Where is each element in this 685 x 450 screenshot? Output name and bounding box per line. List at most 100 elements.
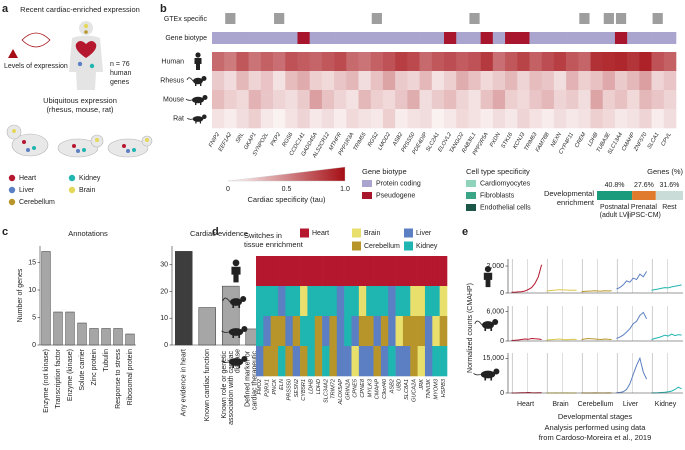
tile-cell bbox=[410, 256, 418, 287]
y-tick-label: 0 bbox=[32, 342, 36, 349]
y-tick-label: 15 bbox=[28, 259, 36, 266]
tile-cell bbox=[307, 346, 316, 377]
tile-cell bbox=[344, 316, 352, 347]
enrichment-category: Prenatal bbox=[631, 204, 658, 211]
animal-icon bbox=[222, 297, 231, 303]
heat-cell bbox=[663, 109, 677, 129]
enrichment-label: Developmental bbox=[544, 189, 594, 198]
heat-cell bbox=[224, 52, 237, 72]
tile-cell bbox=[417, 316, 426, 347]
biotype-cell bbox=[505, 32, 518, 44]
chart-title: Cardiac evidence bbox=[190, 229, 248, 238]
legend-label: Brain bbox=[79, 187, 95, 194]
x-tick-label: Transcription factor bbox=[55, 348, 62, 408]
animal-icon bbox=[232, 364, 235, 368]
heat-cell bbox=[578, 109, 591, 129]
legend-swatch bbox=[362, 192, 372, 199]
tile-cell bbox=[373, 346, 382, 377]
heat-cell bbox=[273, 109, 286, 129]
tile-cell bbox=[373, 256, 382, 287]
species-label: Rhesus bbox=[160, 77, 184, 84]
heat-cell bbox=[382, 90, 396, 110]
expression-line bbox=[616, 311, 648, 339]
tile-cell bbox=[322, 346, 330, 377]
legend-label: Kidney bbox=[416, 243, 438, 250]
tile-cell bbox=[278, 316, 286, 347]
tile-cell bbox=[351, 286, 360, 317]
heat-cell bbox=[505, 109, 518, 129]
heat-cell bbox=[492, 109, 506, 129]
tile-cell bbox=[285, 346, 294, 377]
tile-cell bbox=[366, 286, 374, 317]
gene-label: SESN2 bbox=[294, 378, 300, 397]
tile-cell bbox=[263, 256, 271, 287]
heat-cell bbox=[480, 71, 494, 91]
expression-line bbox=[511, 264, 543, 293]
gtex-cell bbox=[408, 13, 418, 24]
gene-label: GUCA2A bbox=[411, 379, 417, 402]
human-icon bbox=[194, 58, 202, 70]
animal-icon bbox=[195, 102, 197, 105]
heat-cell bbox=[431, 109, 445, 129]
gene-label: SRL bbox=[235, 132, 246, 144]
gtex-cell bbox=[628, 13, 638, 24]
x-tick-label: Response to stress bbox=[115, 349, 122, 409]
heat-cell bbox=[285, 52, 298, 72]
tile-cell bbox=[285, 256, 294, 287]
panel-label: a bbox=[2, 3, 9, 15]
tile-cell bbox=[402, 256, 411, 287]
gtex-cell bbox=[213, 13, 223, 24]
legend-label: Cerebellum bbox=[19, 199, 55, 206]
heat-cell bbox=[370, 90, 384, 110]
tile-cell bbox=[402, 316, 411, 347]
heat-cell bbox=[553, 109, 567, 129]
tile-cell bbox=[366, 346, 374, 377]
heat-cell bbox=[468, 109, 481, 129]
bar bbox=[198, 307, 216, 346]
tile-cell bbox=[256, 286, 264, 317]
heat-cell bbox=[260, 109, 274, 129]
enrichment-segment bbox=[655, 191, 683, 200]
gene-label: ALOX5AP bbox=[338, 379, 344, 406]
heat-cell bbox=[614, 71, 628, 91]
legend-label: Liver bbox=[416, 230, 432, 237]
human-icon bbox=[195, 52, 201, 58]
animal-icon bbox=[492, 319, 499, 325]
heat-cell bbox=[224, 71, 237, 91]
enrichment-category: Rest bbox=[662, 204, 676, 211]
tile-cell bbox=[329, 316, 338, 347]
y-tick-label: 0 bbox=[500, 390, 504, 397]
heat-cell bbox=[639, 52, 652, 72]
heat-cell bbox=[651, 109, 665, 129]
note: Analysis performed using data bbox=[545, 423, 647, 432]
biotype-cell bbox=[224, 32, 237, 44]
heat-cell bbox=[382, 109, 396, 129]
expression-line bbox=[511, 337, 542, 341]
heat-cell bbox=[651, 52, 665, 72]
tile-cell bbox=[329, 346, 338, 377]
heat-cell bbox=[297, 52, 310, 72]
expression-line bbox=[651, 333, 682, 340]
x-tick-label: Any evidence in heart bbox=[181, 349, 188, 416]
heat-cell bbox=[395, 71, 408, 91]
legend-swatch bbox=[68, 186, 76, 194]
y-tick-label: 10 bbox=[160, 315, 168, 322]
gtex-cell bbox=[603, 13, 614, 24]
tile-cell bbox=[417, 346, 426, 377]
tile-cell bbox=[439, 346, 448, 377]
heat-cell bbox=[639, 71, 652, 91]
legend-swatch bbox=[300, 228, 309, 238]
gtex-cell bbox=[360, 13, 370, 24]
bar bbox=[175, 251, 193, 346]
animal-tissue-dots bbox=[12, 129, 149, 153]
heat-cell bbox=[590, 52, 604, 72]
heat-cell bbox=[444, 71, 457, 91]
y-tick-label: 0 bbox=[164, 342, 168, 349]
heat-cell bbox=[602, 90, 616, 110]
biotype-cell bbox=[431, 32, 445, 44]
heat-cell bbox=[248, 109, 262, 129]
tile-cell bbox=[424, 256, 433, 287]
heat-cell bbox=[590, 71, 604, 91]
row-label: Gene biotype bbox=[165, 35, 207, 42]
biotype-cell bbox=[346, 32, 359, 44]
